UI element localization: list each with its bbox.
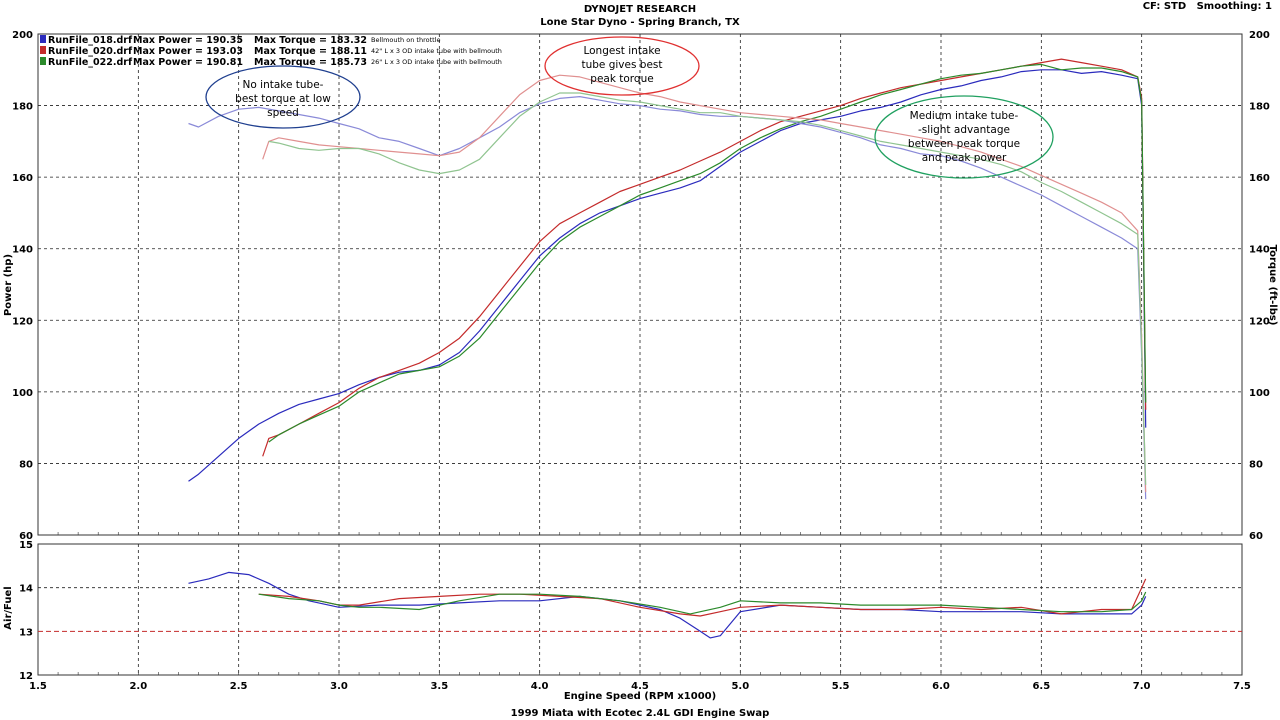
x-tick-label: 2.0 (129, 681, 147, 692)
annotation-no-intake-tube: No intake tube- best torque at low speed (205, 65, 361, 129)
power-tick-label: 180 (12, 102, 33, 113)
x-tick-label: 3.5 (430, 681, 448, 692)
annotation-text: Longest intake (583, 45, 660, 57)
legend: RunFile_018.drf Max Power = 190.35 Max T… (40, 35, 502, 68)
legend-note-020: 42" L x 3 OD intake tube with bellmouth (371, 47, 502, 55)
afr-axis-label: Air/Fuel (3, 586, 14, 629)
legend-file-020: RunFile_020.drf (48, 46, 133, 57)
annotation-ellipse-green (874, 95, 1054, 179)
chart-subtitle: Lone Star Dyno - Spring Branch, TX (540, 17, 740, 28)
torque-tick-label: 200 (1249, 30, 1270, 41)
legend-swatch-018 (40, 35, 46, 43)
annotation-text: tube gives best (581, 59, 662, 71)
x-axis-label: Engine Speed (RPM x1000) (564, 691, 716, 702)
power-tick-label: 80 (19, 459, 33, 470)
afr-grid (38, 544, 1242, 675)
x-tick-label: 7.5 (1233, 681, 1251, 692)
power-tick-label: 200 (12, 30, 33, 41)
power-tick-label: 140 (12, 245, 33, 256)
x-tick-label: 1.5 (29, 681, 47, 692)
torque-tick-label: 140 (1249, 245, 1270, 256)
legend-swatch-020 (40, 46, 46, 54)
x-tick-label: 5.5 (832, 681, 850, 692)
x-tick-label: 7.0 (1133, 681, 1151, 692)
afr-series-2 (258, 591, 1147, 615)
legend-file-018: RunFile_018.drf (48, 35, 133, 46)
power-torque-series-2 (268, 63, 1147, 443)
torque-tick-label: 60 (1249, 531, 1263, 542)
legend-entry-020: RunFile_020.drf Max Power = 193.03 Max T… (40, 46, 502, 57)
torque-tick-label: 120 (1249, 316, 1270, 327)
torque-axis-label: Torque (ft-lbs) (1267, 245, 1278, 326)
legend-entry-022: RunFile_022.drf Max Power = 190.81 Max T… (40, 57, 502, 68)
torque-tick-label: 80 (1249, 459, 1263, 470)
annotation-medium-intake: Medium intake tube- -slight advantage be… (874, 95, 1054, 179)
annotation-text: Medium intake tube- (910, 110, 1019, 122)
footer-caption: 1999 Miata with Ecotec 2.4L GDI Engine S… (511, 708, 770, 719)
x-tick-label: 6.5 (1032, 681, 1050, 692)
cf-smoothing-info: CF: STD Smoothing: 1 (1143, 1, 1272, 12)
power-tick-label: 100 (12, 388, 33, 399)
x-tick-label: 6.0 (932, 681, 950, 692)
x-tick-label: 2.5 (230, 681, 248, 692)
annotation-text: between peak torque (908, 138, 1020, 150)
annotation-text: peak torque (590, 73, 653, 85)
annotation-ellipse-red (544, 36, 700, 96)
chart-title: DYNOJET RESEARCH (584, 4, 696, 15)
x-tick-label: 4.0 (531, 681, 549, 692)
legend-power-020: Max Power = 193.03 (133, 46, 243, 57)
power-tick-label: 120 (12, 316, 33, 327)
power-torque-series-3 (188, 96, 1147, 500)
legend-swatch-022 (40, 57, 46, 65)
afr-tick-label: 13 (19, 627, 33, 638)
power-tick-label: 60 (19, 531, 33, 542)
afr-tick-label: 14 (19, 584, 33, 595)
afr-tick-label: 15 (19, 540, 33, 551)
annotation-text: speed (267, 107, 299, 119)
power-axis-label: Power (hp) (3, 254, 14, 316)
legend-note-018: Bellmouth on throttle (371, 36, 440, 44)
main-plot-frame (37, 33, 1243, 536)
afr-series-0 (188, 571, 1147, 639)
x-tick-label: 4.5 (631, 681, 649, 692)
legend-torque-022: Max Torque = 185.73 (254, 57, 367, 68)
annotation-longest-intake: Longest intake tube gives best peak torq… (544, 36, 700, 96)
torque-tick-label: 160 (1249, 173, 1270, 184)
annotation-text: No intake tube- (243, 79, 324, 91)
annotation-ellipse-blue (205, 65, 361, 129)
legend-power-022: Max Power = 190.81 (133, 57, 243, 68)
power-torque-series-4 (262, 74, 1147, 493)
x-tick-label: 3.0 (330, 681, 348, 692)
annotation-text: and peak power (922, 152, 1007, 164)
power-tick-label: 160 (12, 173, 33, 184)
legend-torque-020: Max Torque = 188.11 (254, 46, 367, 57)
legend-torque-018: Max Torque = 183.32 (254, 35, 367, 46)
legend-note-022: 26" L x 3 OD intake tube with bellmouth (371, 58, 502, 66)
axis-ticks: 1.5 2.0 2.5 3.0 3.5 4.0 4.5 5.0 5.5 6.0 6.5 7.0 7.5 6… (12, 30, 1270, 692)
annotation-text: best torque at low (235, 93, 331, 105)
torque-tick-label: 100 (1249, 388, 1270, 399)
afr-series (188, 571, 1147, 639)
torque-tick-label: 180 (1249, 102, 1270, 113)
power-torque-series-0 (188, 69, 1147, 482)
annotation-text: -slight advantage (918, 124, 1010, 136)
power-torque-series (188, 58, 1147, 500)
x-tick-label: 5.0 (731, 681, 749, 692)
legend-file-022: RunFile_022.drf (48, 57, 133, 68)
afr-tick-label: 12 (19, 671, 33, 682)
legend-power-018: Max Power = 190.35 (133, 35, 243, 46)
power-torque-series-5 (268, 92, 1147, 485)
legend-entry-018: RunFile_018.drf Max Power = 190.35 Max T… (40, 35, 440, 46)
